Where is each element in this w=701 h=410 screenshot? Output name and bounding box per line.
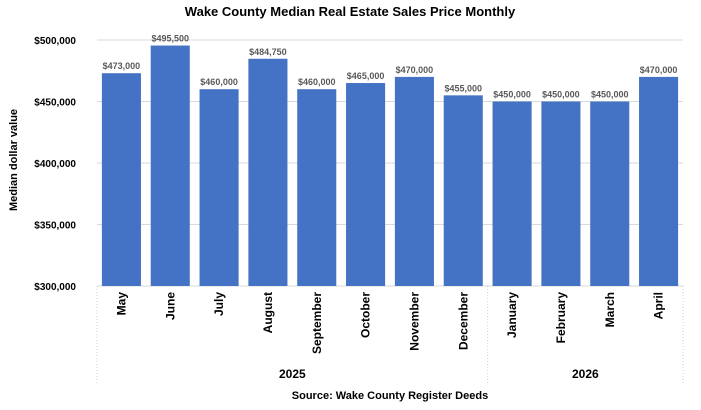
x-tick-label: February <box>554 292 568 344</box>
bar <box>101 73 141 287</box>
y-tick-label: $300,000 <box>34 282 76 293</box>
x-tick-label: May <box>114 292 128 316</box>
x-tick-label: January <box>505 292 519 338</box>
bar <box>541 101 581 286</box>
x-tick-label: November <box>407 292 421 351</box>
bar <box>590 101 630 286</box>
x-tick-label: March <box>603 292 617 327</box>
year-label: 2025 <box>279 367 306 381</box>
y-axis-label: Median dollar value <box>8 109 20 211</box>
data-label: $484,750 <box>249 47 287 57</box>
y-axis-ticks: $300,000 $350,000 $400,000 $450,000 $500,000 <box>34 36 76 293</box>
x-tick-label: September <box>310 292 324 354</box>
bar <box>346 83 386 286</box>
bars <box>101 45 679 287</box>
bar <box>639 76 679 287</box>
chart-title: Wake County Median Real Estate Sales Pri… <box>185 4 516 19</box>
x-tick-label: July <box>212 292 226 316</box>
bar <box>297 89 337 286</box>
y-tick-label: $350,000 <box>34 221 76 232</box>
x-tick-label: December <box>456 292 470 350</box>
bar <box>394 76 434 287</box>
data-label: $460,000 <box>298 77 336 87</box>
bar <box>492 101 532 286</box>
data-label: $455,000 <box>444 83 482 93</box>
data-label: $473,000 <box>103 61 141 71</box>
gridlines <box>97 39 683 287</box>
x-tick-label: June <box>163 292 177 320</box>
x-axis-ticks: May June July August September October Novembe… <box>114 292 665 354</box>
bar <box>248 58 288 286</box>
data-label: $450,000 <box>542 90 580 100</box>
y-tick-label: $450,000 <box>34 98 76 109</box>
data-label: $495,500 <box>151 34 189 44</box>
bar <box>150 45 190 286</box>
y-tick-label: $400,000 <box>34 159 76 170</box>
data-label: $450,000 <box>591 90 629 100</box>
y-tick-label: $500,000 <box>34 36 76 47</box>
data-labels: $473,000 $495,500 $460,000 $484,750 $460,000… <box>103 34 678 100</box>
data-label: $460,000 <box>200 77 238 87</box>
x-tick-label: August <box>261 292 275 333</box>
bar <box>443 95 483 286</box>
bar <box>199 89 239 286</box>
chart-source: Source: Wake County Register Deeds <box>292 390 488 402</box>
x-tick-label: October <box>359 292 373 338</box>
year-label: 2026 <box>572 367 599 381</box>
x-tick-label: April <box>652 292 666 319</box>
data-label: $465,000 <box>347 71 385 81</box>
data-label: $450,000 <box>493 90 531 100</box>
data-label: $470,000 <box>640 65 678 75</box>
year-groups: 2025 2026 <box>96 286 684 385</box>
data-label: $470,000 <box>396 65 434 75</box>
